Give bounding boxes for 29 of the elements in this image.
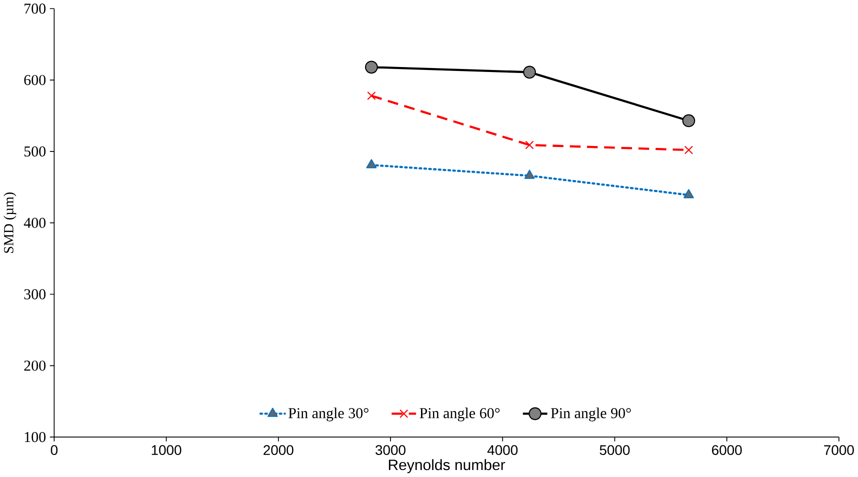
y-tick-label: 600 (24, 75, 46, 86)
point (367, 92, 376, 100)
x-tick-label: 6000 (712, 445, 742, 456)
point (524, 170, 535, 180)
point (366, 159, 377, 168)
y-tick-label: 400 (24, 218, 46, 228)
point (684, 189, 694, 198)
legend-label: Pin angle 30° (288, 408, 368, 422)
y-tick-label: 200 (24, 360, 46, 371)
x-tick-label: 7000 (824, 445, 854, 456)
y-tick-label: 700 (24, 4, 46, 14)
x-axis-title: Reynolds number (388, 459, 506, 474)
point (365, 60, 378, 74)
x-tick-label: 4000 (487, 445, 518, 456)
point (682, 114, 696, 128)
x-tick-label: 3000 (376, 445, 406, 456)
legend-label: Pin angle 60° (420, 408, 500, 422)
legend-label: Pin angle 90° (550, 408, 631, 422)
y-tick-label: 100 (24, 432, 46, 442)
y-axis-title: SMD (µm) (4, 192, 16, 253)
x-tick-label: 1000 (152, 445, 182, 456)
y-tick-label: 500 (24, 146, 46, 157)
x-tick-label: 5000 (600, 445, 630, 456)
x-tick-label: 2000 (264, 445, 294, 456)
x-tick-label: 0 (50, 445, 58, 456)
point (525, 140, 534, 150)
y-tick-label: 300 (24, 289, 46, 300)
point (684, 146, 694, 154)
point (523, 66, 536, 79)
